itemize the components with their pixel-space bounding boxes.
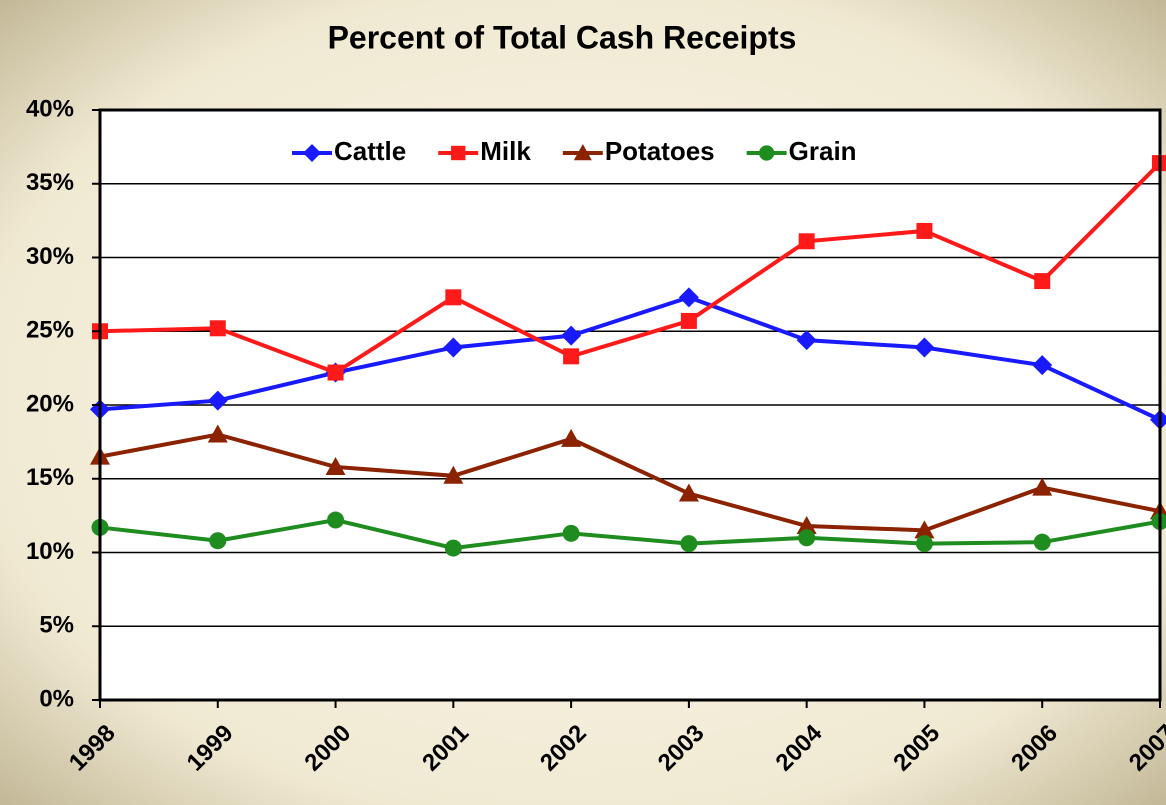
marker [680, 312, 697, 329]
marker [303, 144, 321, 162]
y-tick-label: 25% [26, 317, 74, 344]
chart-title: Percent of Total Cash Receipts [328, 19, 797, 55]
series-line [99, 518, 1161, 551]
marker [796, 515, 817, 534]
marker [1032, 477, 1053, 496]
y-tick-label: 35% [26, 169, 74, 196]
marker [914, 520, 935, 539]
marker [445, 289, 462, 306]
marker [561, 428, 582, 447]
marker [209, 320, 226, 337]
marker [1034, 273, 1051, 290]
marker [680, 535, 698, 553]
marker [678, 287, 699, 308]
marker [325, 456, 346, 475]
series-line [99, 432, 1161, 533]
marker [207, 390, 228, 411]
y-tick-label: 10% [26, 538, 74, 565]
marker [915, 535, 933, 553]
marker [1150, 409, 1166, 430]
y-tick-label: 5% [39, 612, 74, 639]
marker [444, 539, 462, 557]
marker [562, 524, 580, 542]
legend-label: Grain [789, 136, 857, 166]
marker [327, 511, 345, 529]
marker [1032, 355, 1053, 376]
marker [798, 529, 816, 547]
legend-label: Milk [480, 136, 531, 166]
marker [914, 337, 935, 358]
marker [798, 233, 815, 250]
y-tick-label: 40% [26, 95, 74, 122]
y-tick-label: 30% [26, 243, 74, 270]
marker [796, 330, 817, 351]
y-tick-label: 15% [26, 464, 74, 491]
legend-label: Cattle [334, 136, 406, 166]
marker [443, 465, 464, 484]
marker [443, 337, 464, 358]
series-lines [90, 155, 1166, 557]
y-tick-label: 20% [26, 390, 74, 417]
y-tick-label: 0% [39, 685, 74, 712]
marker [207, 424, 228, 443]
marker [758, 145, 775, 161]
marker [327, 364, 344, 381]
marker [563, 348, 580, 365]
legend: Cattle Milk Potatoes Grain [292, 136, 857, 166]
legend-label: Potatoes [605, 136, 715, 166]
marker [561, 325, 582, 346]
series-line [99, 295, 1161, 422]
marker [678, 483, 699, 502]
marker [916, 222, 933, 239]
marker [451, 145, 466, 161]
marker [209, 532, 227, 550]
marker [1033, 533, 1051, 551]
series-line [99, 161, 1162, 375]
marker [573, 144, 592, 161]
